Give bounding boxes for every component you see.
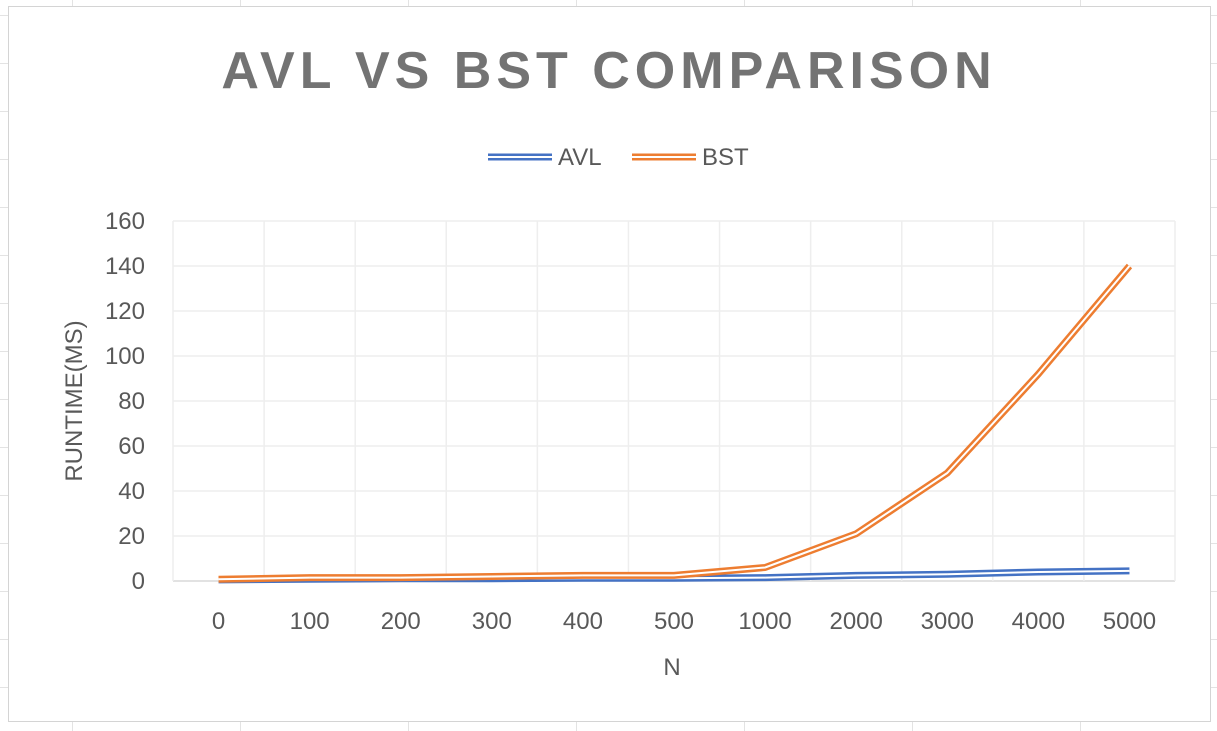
gridlines (172, 220, 1176, 582)
x-tick-label: 0 (212, 608, 225, 635)
y-tick-label: 100 (105, 343, 145, 370)
x-axis-ticks: 0 100 200 300 400 500 1000 2000 3000 4000 5000 (212, 608, 1156, 635)
x-tick-label: 4000 (1012, 608, 1065, 635)
x-tick-label: 500 (654, 608, 694, 635)
y-axis-ticks: 0 20 40 60 80 100 120 140 160 (105, 208, 145, 595)
y-tick-label: 40 (118, 478, 145, 505)
x-axis-title: N (663, 654, 680, 681)
y-tick-label: 0 (132, 568, 145, 595)
y-tick-label: 140 (105, 253, 145, 280)
legend[interactable]: AVL BST (488, 144, 749, 171)
x-tick-label: 100 (290, 608, 330, 635)
legend-label: AVL (558, 144, 602, 171)
x-tick-label: 200 (381, 608, 421, 635)
series-lines (218, 263, 1133, 584)
x-tick-label: 1000 (738, 608, 791, 635)
series-bst[interactable] (218, 263, 1133, 583)
y-tick-label: 80 (118, 388, 145, 415)
chart-title: AVL VS BST COMPARISON (221, 42, 996, 100)
x-tick-label: 5000 (1103, 608, 1156, 635)
legend-item-bst[interactable]: BST (632, 144, 749, 171)
y-tick-label: 20 (118, 523, 145, 550)
chart-area[interactable] (8, 6, 1211, 722)
y-tick-label: 60 (118, 433, 145, 460)
y-tick-label: 120 (105, 298, 145, 325)
y-axis-title: RUNTIME(MS) (61, 320, 88, 481)
legend-label: BST (702, 144, 749, 171)
x-tick-label: 3000 (921, 608, 974, 635)
y-tick-label: 160 (105, 208, 145, 235)
x-tick-label: 400 (563, 608, 603, 635)
x-tick-label: 2000 (829, 608, 882, 635)
legend-item-avl[interactable]: AVL (488, 144, 602, 171)
x-tick-label: 300 (472, 608, 512, 635)
